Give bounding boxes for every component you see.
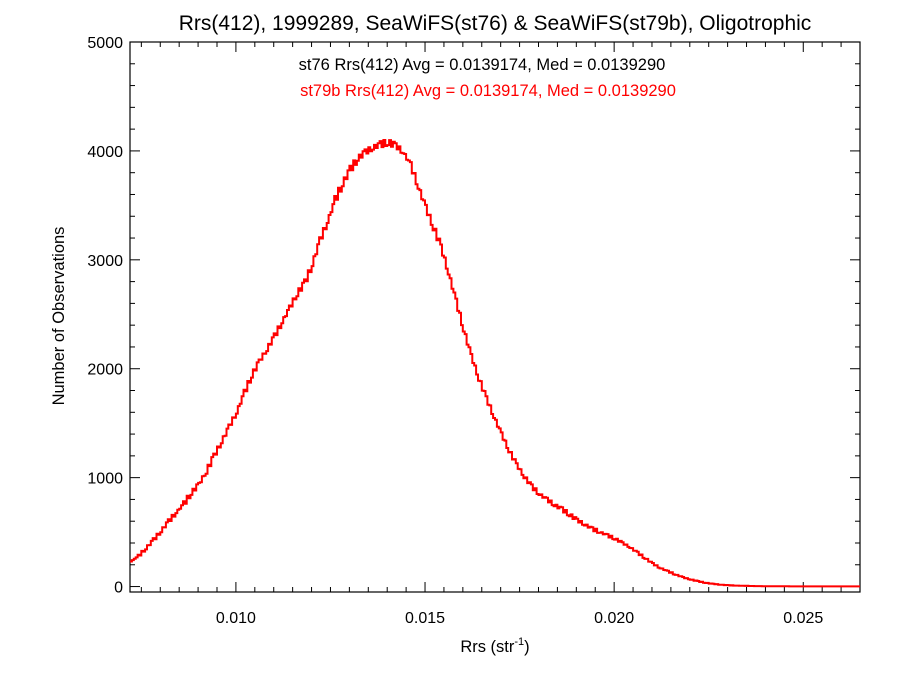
x-axis-label: Rrs (str-1): [460, 636, 529, 656]
y-tick-label: 4000: [87, 144, 123, 161]
x-axis-label-superscript: -1: [514, 636, 524, 648]
x-tick-label: 0.020: [594, 610, 634, 627]
x-axis-label-suffix: ): [524, 638, 530, 656]
chart-title: Rrs(412), 1999289, SeaWiFS(st76) & SeaWi…: [179, 12, 812, 35]
series-layer: [130, 139, 860, 588]
axis-ticks: [130, 41, 861, 592]
y-axis-label: Number of Observations: [50, 227, 68, 406]
y-tick-label: 5000: [87, 35, 123, 52]
y-tick-label: 0: [114, 580, 123, 597]
histogram-series-0: [130, 139, 860, 588]
x-tick-label: 0.025: [783, 610, 823, 627]
x-tick-label: 0.015: [405, 610, 445, 627]
plot-border: [129, 41, 861, 593]
axis-tick-labels: 0.010 0.015 0.020 0.025 0 1000 2000 3000 4000 500…: [87, 35, 823, 627]
annotation-st79b: st79b Rrs(412) Avg = 0.0139174, Med = 0.…: [300, 82, 676, 100]
x-tick-label: 0.010: [216, 610, 256, 627]
y-tick-label: 1000: [87, 471, 123, 488]
annotation-st76: st76 Rrs(412) Avg = 0.0139174, Med = 0.0…: [299, 56, 666, 74]
plot-frame: [129, 41, 861, 593]
x-axis-label-main: Rrs (str: [460, 638, 515, 656]
y-tick-label: 3000: [87, 253, 123, 270]
y-tick-label: 2000: [87, 362, 123, 379]
